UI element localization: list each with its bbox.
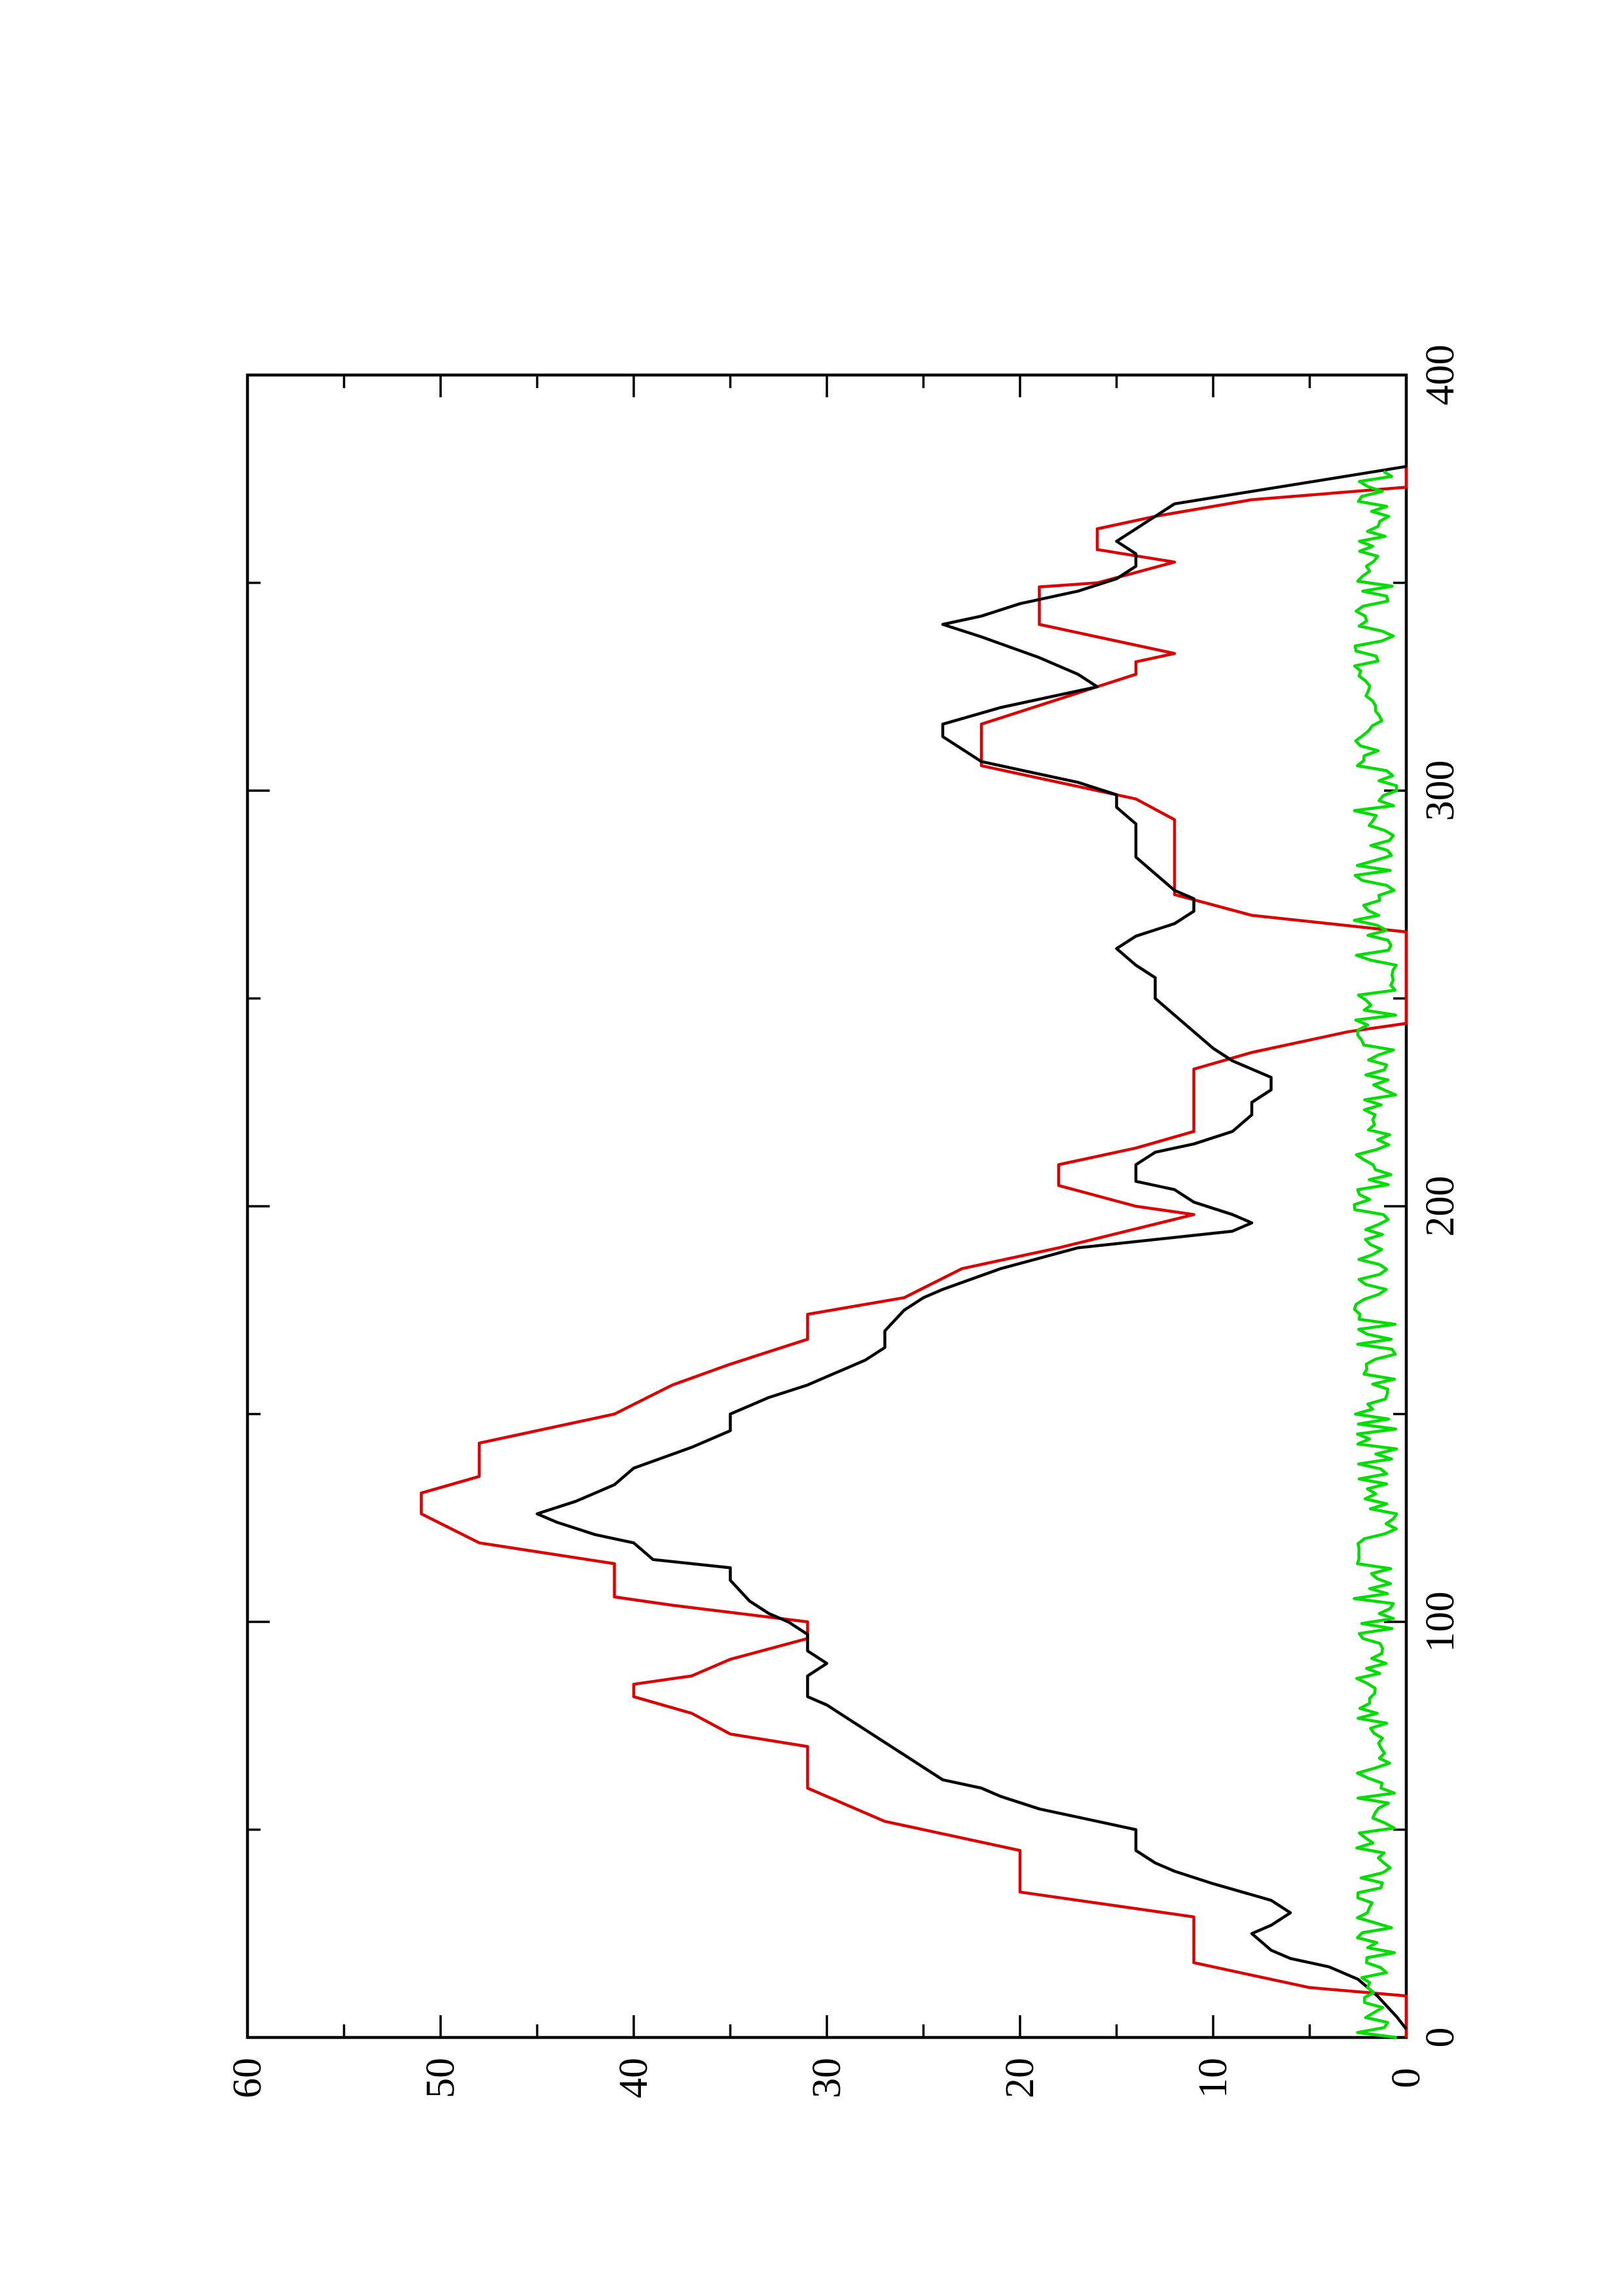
plot-frame — [246, 373, 1408, 2039]
series-line-2 — [536, 465, 1408, 2030]
x-tick-label: 0 — [1418, 2028, 1463, 2048]
y-tick-label: 20 — [998, 2058, 1042, 2098]
series-line-1 — [420, 466, 1408, 2037]
y-tick-label: 0 — [1384, 2068, 1429, 2089]
axis-tick-labels: 0 100 200 300 400 0 10 20 30 40 50 60 — [225, 345, 1463, 2099]
y-tick-label: 60 — [225, 2058, 270, 2098]
y-tick-label: 50 — [418, 2058, 463, 2098]
x-tick-label: 200 — [1418, 1176, 1463, 1237]
y-tick-label: 10 — [1191, 2058, 1235, 2098]
x-tick-label: 100 — [1418, 1592, 1463, 1653]
series-layer — [420, 465, 1408, 2039]
axis-ticks — [246, 374, 1408, 2039]
x-tick-label: 400 — [1418, 345, 1463, 406]
x-tick-label: 300 — [1418, 761, 1463, 821]
y-tick-label: 30 — [805, 2058, 849, 2098]
y-tick-label: 40 — [611, 2058, 656, 2098]
series-line-3 — [1353, 470, 1398, 2039]
